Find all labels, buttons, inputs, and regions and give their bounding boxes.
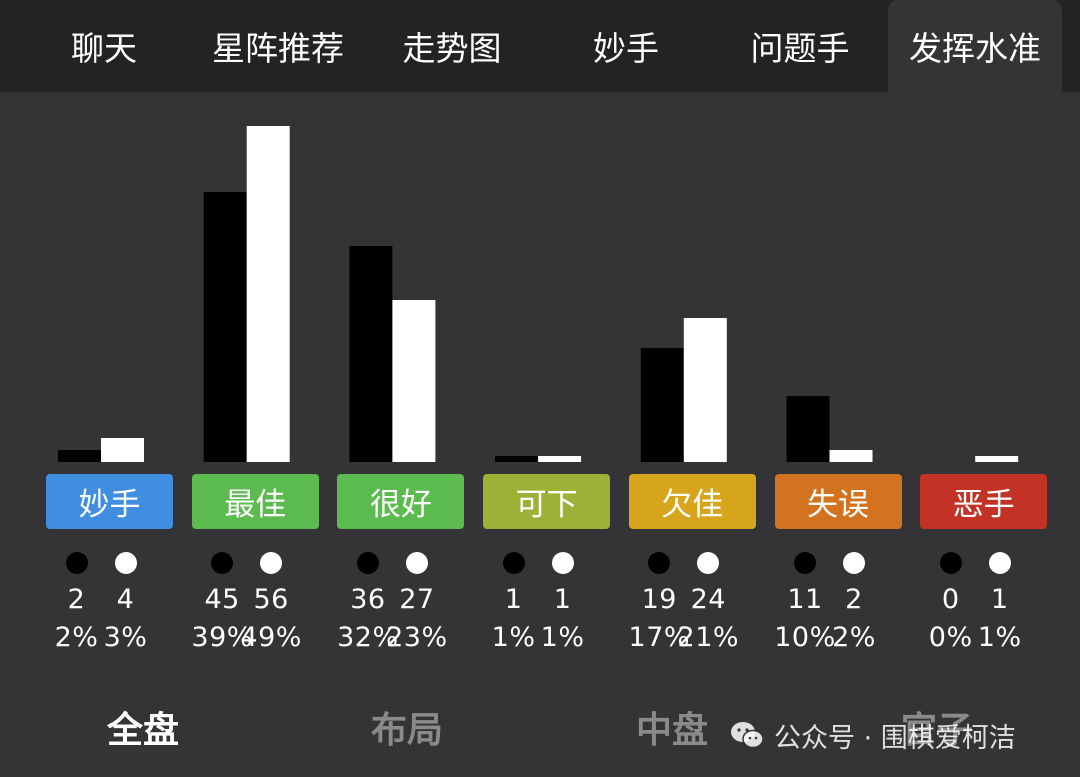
count-white-0: 4 bbox=[116, 584, 135, 615]
count-black-3: 1 bbox=[504, 584, 523, 615]
black-stone-icon bbox=[65, 552, 88, 574]
category-badge-4: 欠佳 bbox=[628, 474, 756, 529]
white-stone-icon bbox=[405, 552, 428, 574]
percent-black-6: 0% bbox=[928, 622, 973, 653]
white-stone-icon bbox=[114, 552, 137, 574]
percent-white-1: 49% bbox=[240, 622, 302, 653]
tab-problem-moves[interactable]: 问题手 bbox=[750, 29, 850, 68]
count-black-6: 0 bbox=[941, 584, 960, 615]
count-black-0: 2 bbox=[67, 584, 86, 615]
bar-black-5 bbox=[786, 396, 830, 462]
black-stone-icon bbox=[211, 552, 234, 574]
phase-tab-whole-game[interactable]: 全盘 bbox=[106, 710, 179, 751]
bar-white-3 bbox=[538, 456, 582, 462]
count-white-1: 56 bbox=[253, 584, 289, 615]
bar-black-1 bbox=[203, 192, 247, 462]
category-badge-6: 恶手 bbox=[920, 474, 1048, 529]
white-stone-icon bbox=[551, 552, 574, 574]
tab-chat[interactable]: 聊天 bbox=[71, 29, 137, 68]
percent-white-4: 21% bbox=[677, 622, 740, 653]
category-badge-2: 很好 bbox=[337, 474, 465, 529]
percent-white-0: 3% bbox=[103, 622, 148, 653]
bar-white-0 bbox=[101, 438, 144, 462]
percent-white-5: 2% bbox=[832, 622, 876, 653]
white-stone-icon bbox=[843, 552, 865, 574]
phase-tab-opening[interactable]: 布局 bbox=[370, 710, 443, 751]
bar-black-4 bbox=[640, 348, 684, 462]
wechat-icon bbox=[731, 722, 764, 749]
black-stone-icon bbox=[939, 552, 962, 574]
black-stone-icon bbox=[502, 552, 525, 574]
watermark-text: 公众号 · 围棋爱柯洁 bbox=[774, 722, 1016, 754]
percent-black-1: 39% bbox=[191, 622, 253, 653]
phase-tab-endgame[interactable]: 官子 bbox=[900, 710, 973, 751]
category-badge-1: 最佳 bbox=[191, 474, 319, 529]
count-white-4: 24 bbox=[690, 584, 726, 615]
white-stone-icon bbox=[697, 552, 720, 574]
count-black-4: 19 bbox=[641, 584, 677, 615]
count-black-2: 36 bbox=[350, 584, 386, 615]
white-stone-icon bbox=[260, 552, 283, 574]
black-stone-icon bbox=[356, 552, 379, 574]
bar-white-1 bbox=[246, 126, 290, 462]
tab-bar: 聊天 星阵推荐 走势图 妙手 问题手 发挥水准 bbox=[0, 0, 1080, 92]
percent-black-4: 17% bbox=[628, 622, 691, 653]
percent-white-3: 1% bbox=[540, 622, 585, 653]
bar-white-4 bbox=[683, 318, 727, 462]
phase-tab-middlegame[interactable]: 中盘 bbox=[635, 710, 708, 751]
bar-white-2 bbox=[392, 300, 436, 462]
bar-black-0 bbox=[58, 450, 101, 462]
bar-white-6 bbox=[975, 456, 1019, 462]
percent-white-2: 23% bbox=[386, 622, 448, 653]
category-badge-0: 妙手 bbox=[46, 474, 173, 529]
category-badge-3: 可下 bbox=[483, 474, 611, 529]
tab-performance[interactable]: 发挥水准 bbox=[888, 0, 1062, 92]
tab-recommendation[interactable]: 星阵推荐 bbox=[212, 29, 344, 68]
category-badge-5: 失误 bbox=[774, 474, 902, 529]
performance-bar-chart bbox=[58, 126, 1019, 462]
count-white-3: 1 bbox=[553, 584, 572, 615]
tab-brilliant-moves[interactable]: 妙手 bbox=[593, 29, 659, 68]
watermark: 公众号 · 围棋爱柯洁 bbox=[730, 710, 1016, 760]
count-white-2: 27 bbox=[399, 584, 435, 615]
black-stone-icon bbox=[648, 552, 671, 574]
percent-white-6: 1% bbox=[977, 622, 1022, 653]
count-white-5: 2 bbox=[845, 584, 863, 615]
bar-black-3 bbox=[495, 456, 539, 462]
bar-white-5 bbox=[829, 450, 873, 462]
bar-black-2 bbox=[349, 246, 393, 462]
count-white-6: 1 bbox=[990, 584, 1009, 615]
count-black-1: 45 bbox=[204, 584, 240, 615]
percent-black-2: 32% bbox=[337, 622, 399, 653]
percent-black-0: 2% bbox=[54, 622, 99, 653]
white-stone-icon bbox=[988, 552, 1011, 574]
tab-trend-chart[interactable]: 走势图 bbox=[402, 29, 502, 68]
black-stone-icon bbox=[794, 552, 816, 574]
percent-black-3: 1% bbox=[491, 622, 536, 653]
percent-black-5: 10% bbox=[774, 622, 836, 653]
count-black-5: 11 bbox=[787, 584, 823, 615]
